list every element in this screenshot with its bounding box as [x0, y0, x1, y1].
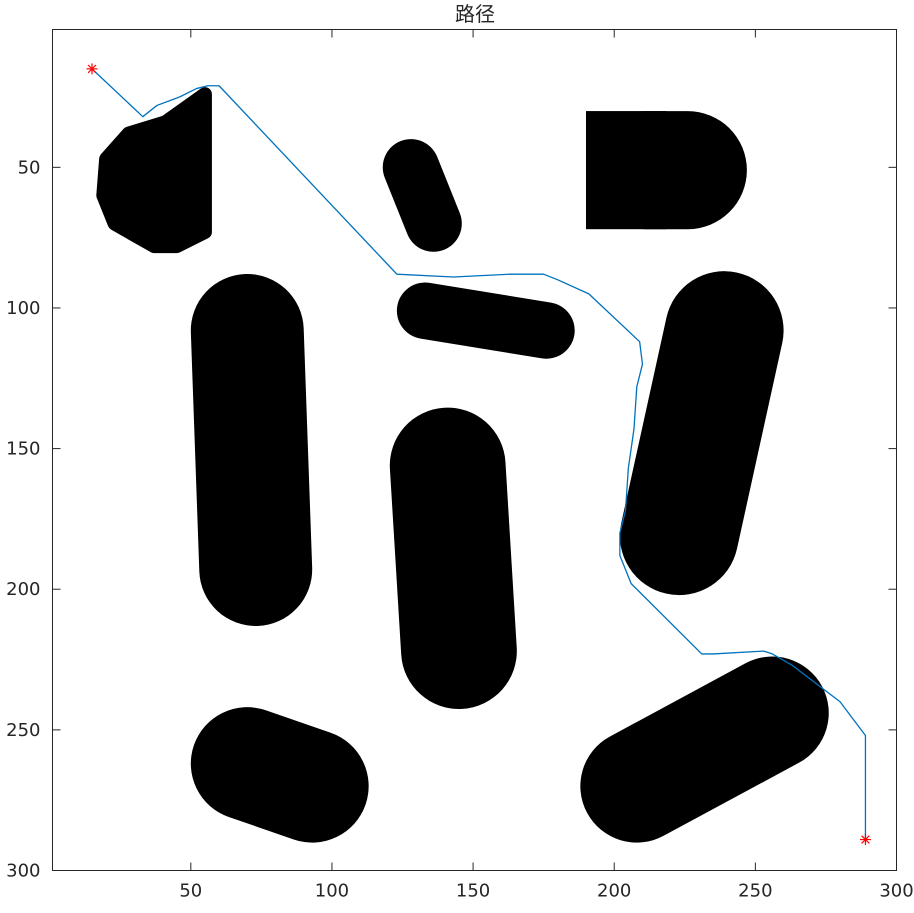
marker-stroke: [861, 835, 870, 844]
y-axis: 50 100 150 200 250 300: [6, 157, 897, 882]
x-axis: 50 100 150 200 250 300: [179, 29, 914, 902]
y-tick-label: 100: [6, 298, 40, 319]
y-tick-label: 300: [6, 861, 40, 882]
x-tick-label: 150: [456, 881, 490, 902]
marker-stroke: [87, 64, 97, 74]
obstacle-3-square-side: [585, 111, 667, 230]
goal-marker: [859, 834, 871, 846]
x-tick-label: 250: [738, 881, 772, 902]
obstacle-4: [190, 274, 313, 626]
y-tick-label: 150: [6, 439, 40, 460]
obstacle-2: [382, 139, 462, 252]
obstacle-9: [580, 656, 829, 843]
x-tick-label: 100: [315, 881, 349, 902]
x-tick-label: 300: [879, 881, 913, 902]
obstacle-6: [619, 271, 784, 596]
obstacle-5: [396, 282, 575, 359]
chart-title: 路径: [455, 2, 495, 26]
x-tick-label: 200: [597, 881, 631, 902]
path-line: [91, 68, 867, 840]
start-marker: [86, 63, 98, 75]
path-layer: [91, 68, 867, 840]
x-tick-label: 50: [179, 881, 202, 902]
obstacle-8: [190, 707, 369, 843]
marker-layer: [86, 63, 871, 846]
obstacle-7: [389, 407, 517, 709]
y-tick-label: 200: [6, 579, 40, 600]
obstacle-layer: [96, 87, 829, 843]
y-tick-label: 250: [6, 720, 40, 741]
y-tick-label: 50: [18, 157, 41, 178]
axes-box: [52, 29, 897, 871]
obstacle-1-fill: [103, 94, 205, 247]
